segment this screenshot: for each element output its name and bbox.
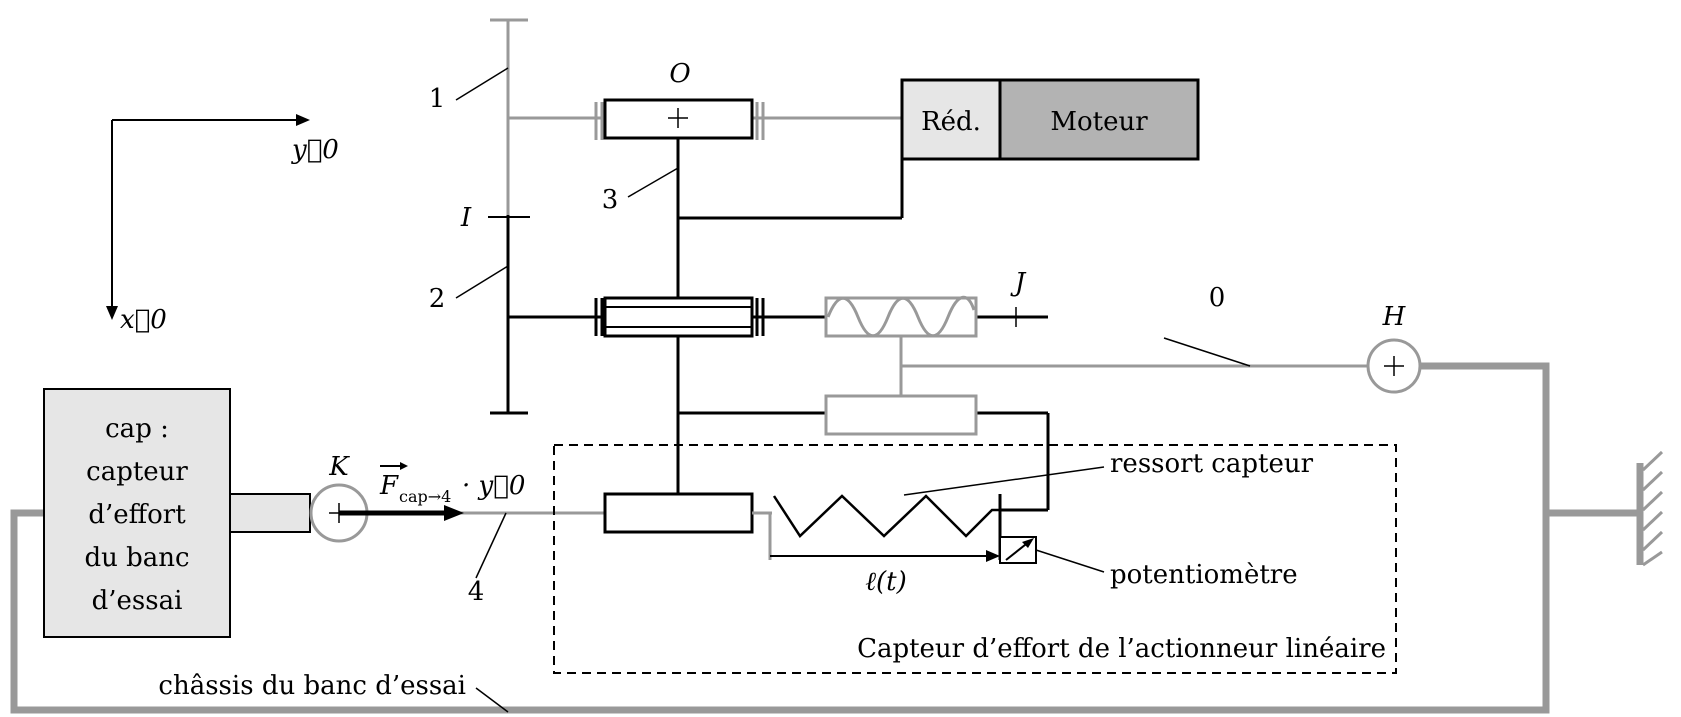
test-bench-sensor: cap : capteur d’effort du banc d’essai xyxy=(43,388,311,638)
sensor-enclosure xyxy=(553,444,1397,674)
upper-shaft xyxy=(508,98,902,140)
point-J: J xyxy=(1010,268,1027,298)
part-1: 1 xyxy=(429,84,446,114)
force-label: F cap→4 · y⃗0 xyxy=(379,462,525,506)
axis-y0-label: y⃗0 xyxy=(291,135,339,165)
part-0: 0 xyxy=(1209,283,1226,313)
part-4: 4 xyxy=(468,577,485,607)
motor-group: Réd. Moteur xyxy=(678,78,1200,220)
reference-frame: y⃗0 x⃗0 xyxy=(106,114,339,335)
leader-lines xyxy=(455,67,679,713)
chassis xyxy=(10,362,1664,714)
point-K: K xyxy=(328,452,350,482)
force-main: F xyxy=(379,471,399,501)
gear-shaft-vertical xyxy=(488,18,530,415)
length-label: ℓ(t) xyxy=(865,567,907,597)
cap-line-4: du banc xyxy=(84,543,189,573)
force-dot: · y⃗0 xyxy=(462,471,525,501)
screw-nut xyxy=(824,295,978,366)
middle-shaft xyxy=(508,296,1048,338)
chassis-label: châssis du banc d’essai xyxy=(158,671,466,701)
motor-label: Moteur xyxy=(1050,107,1148,137)
part-2: 2 xyxy=(429,284,446,314)
cap-line-3: d’effort xyxy=(88,500,186,530)
force-sensor-mechanism xyxy=(603,466,1105,573)
capteur-box-label: Capteur d’effort de l’actionneur linéair… xyxy=(857,634,1386,664)
point-H: H xyxy=(1382,302,1407,332)
cap-line-1: cap : xyxy=(105,414,169,444)
cap-line-2: capteur xyxy=(86,457,188,487)
point-I: I xyxy=(460,203,472,233)
ressort-label: ressort capteur xyxy=(1110,449,1314,479)
pivot-K xyxy=(309,483,605,543)
cap-line-5: d’essai xyxy=(92,586,183,616)
reducer-label: Réd. xyxy=(921,107,981,137)
point-O: O xyxy=(669,59,690,89)
part-3: 3 xyxy=(602,185,619,215)
pivot-H xyxy=(1366,338,1422,394)
force-sub: cap→4 xyxy=(399,487,451,506)
axis-x0-label: x⃗0 xyxy=(120,305,167,335)
frame-0 xyxy=(824,337,1369,436)
potentiometre-label: potentiomètre xyxy=(1110,560,1298,590)
